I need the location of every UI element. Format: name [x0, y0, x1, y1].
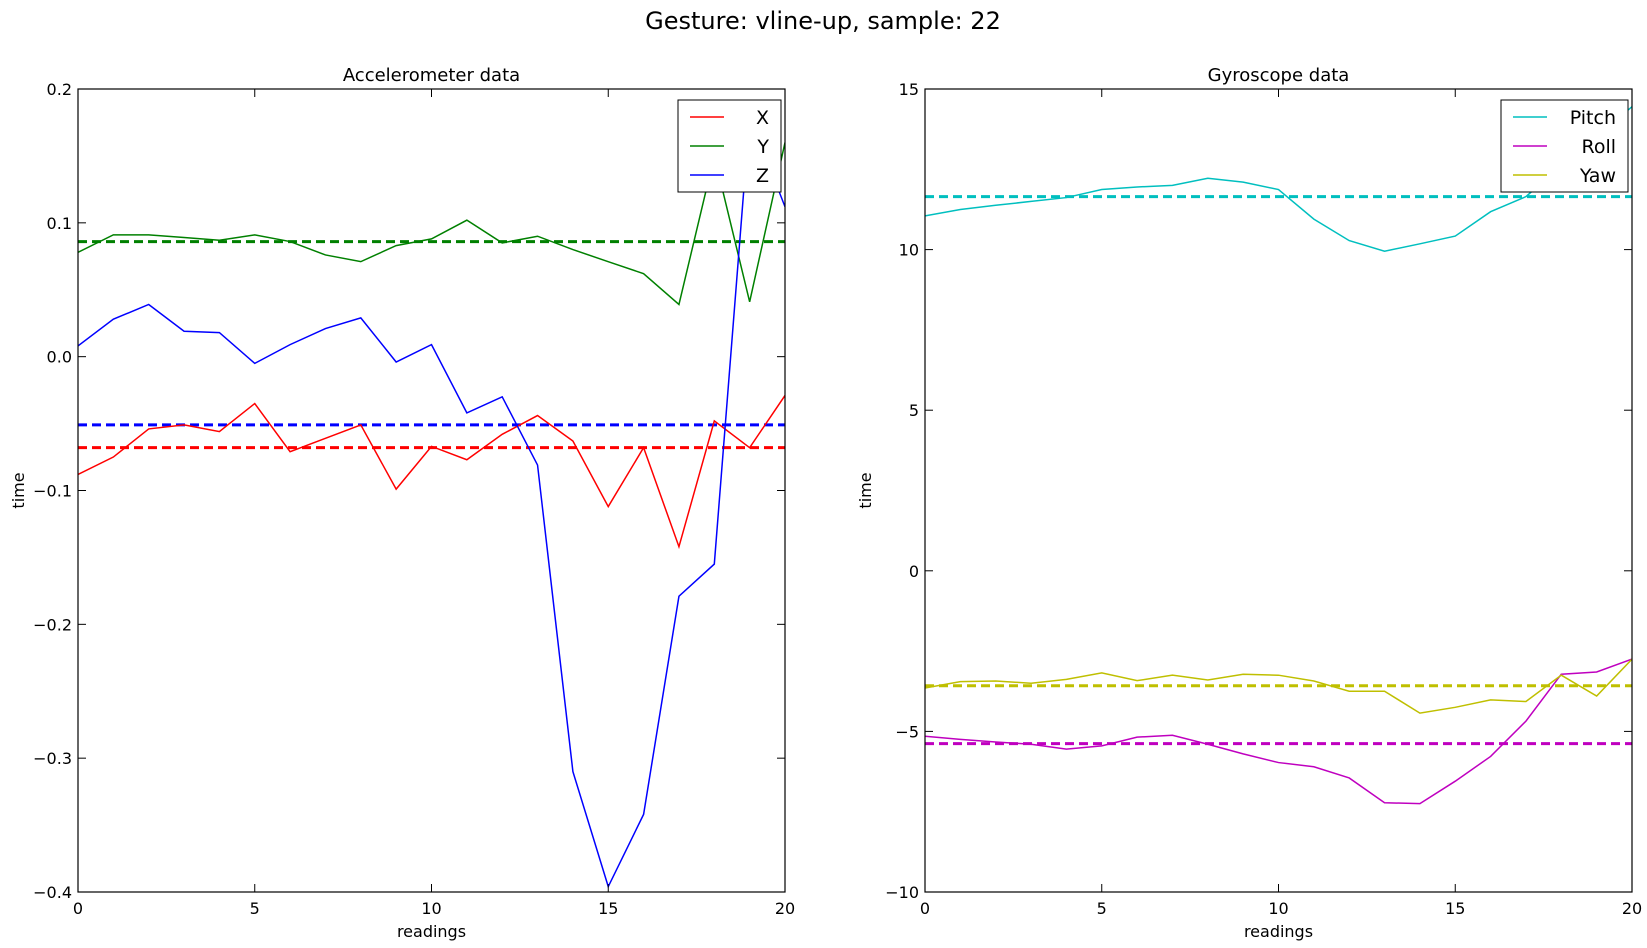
- plot-content: [78, 115, 785, 889]
- series-line-y: [78, 142, 785, 306]
- plot-area: [78, 89, 785, 892]
- x-tick-label: 20: [775, 899, 795, 918]
- x-tick-label: 5: [1097, 899, 1107, 918]
- y-tick-label: 5: [909, 401, 919, 420]
- x-tick-label: 5: [250, 899, 260, 918]
- axes-title: Gyroscope data: [1208, 65, 1350, 86]
- series-line-z: [78, 115, 785, 889]
- legend-label-yaw: Yaw: [1579, 165, 1616, 187]
- y-tick-label: 15: [899, 80, 919, 99]
- x-tick-label: 10: [421, 899, 441, 918]
- legend: Pitch Roll Yaw: [1500, 99, 1629, 193]
- y-tick-label: 10: [899, 241, 919, 260]
- x-axis-label: readings: [1244, 922, 1313, 941]
- x-tick-label: 20: [1622, 899, 1642, 918]
- y-tick-label: −0.4: [33, 883, 72, 902]
- y-tick-label: −5: [895, 722, 919, 741]
- y-tick-label: 0.0: [47, 348, 72, 367]
- y-tick-label: 0: [909, 562, 919, 581]
- figure-suptitle: Gesture: vline-up, sample: 22: [645, 7, 1001, 35]
- legend-label-x: X: [756, 107, 769, 129]
- series-line-x: [78, 395, 785, 550]
- y-tick-label: 0.1: [47, 214, 72, 233]
- legend: XYZ: [677, 99, 782, 193]
- x-tick-label: 10: [1268, 899, 1288, 918]
- plot-area: [925, 89, 1632, 892]
- x-tick-label: 15: [1445, 899, 1465, 918]
- plot-content: [925, 106, 1632, 805]
- y-tick-label: 0.2: [47, 80, 72, 99]
- legend-label-roll: Roll: [1581, 136, 1616, 158]
- series-line-roll: [925, 658, 1632, 805]
- subplot-1: 0 5 10 15 20 −0.4 −0.3 −0.2 −0.1 0.0 0.1 0.2 Acceler…: [9, 65, 795, 941]
- legend-label-z: Z: [756, 165, 769, 187]
- axes-title: Accelerometer data: [343, 65, 520, 86]
- series-line-pitch: [925, 106, 1632, 252]
- y-tick-label: −0.3: [33, 749, 72, 768]
- axes-frame: [924, 88, 1633, 893]
- y-axis-label: time: [856, 472, 875, 508]
- x-tick-label: 0: [73, 899, 83, 918]
- y-tick-label: −0.1: [33, 482, 72, 501]
- subplot-2: 0 5 10 15 20 −10 −5 0 5 10 15 Gyroscope data reading…: [856, 65, 1642, 941]
- series-line-yaw: [925, 658, 1632, 714]
- x-axis-label: readings: [397, 922, 466, 941]
- legend-label-y: Y: [756, 136, 769, 158]
- axes-frame: [77, 88, 786, 893]
- y-axis-label: time: [9, 472, 28, 508]
- y-tick-label: −0.2: [33, 615, 72, 634]
- x-tick-label: 0: [920, 899, 930, 918]
- x-tick-label: 15: [598, 899, 618, 918]
- y-tick-label: −10: [885, 883, 919, 902]
- legend-label-pitch: Pitch: [1570, 107, 1616, 129]
